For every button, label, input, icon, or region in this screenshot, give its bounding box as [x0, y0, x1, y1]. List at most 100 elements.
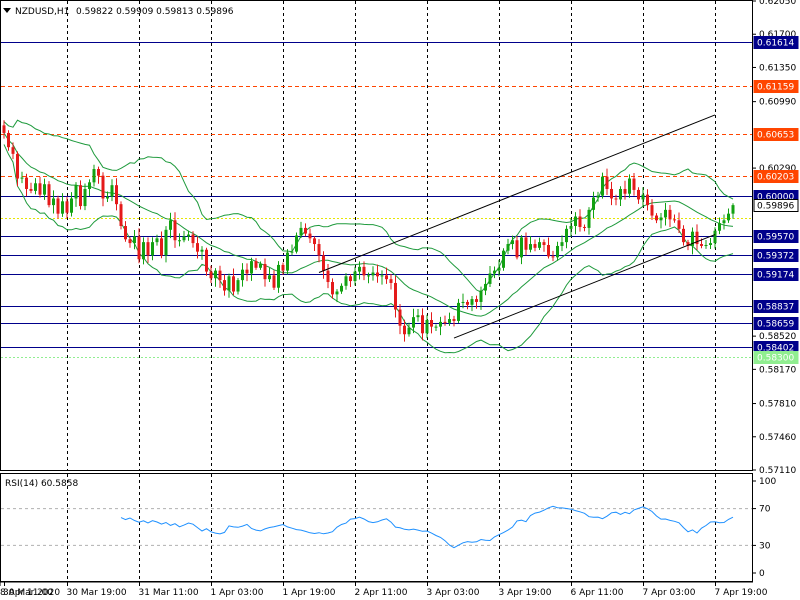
candle-body: [196, 243, 199, 252]
price-label-text: 0.58300: [757, 354, 794, 364]
candle-body: [695, 231, 699, 245]
candle-body: [425, 319, 429, 334]
candle-body: [124, 226, 127, 240]
candle-body: [430, 319, 433, 327]
price-tick-label: 0.57460: [759, 433, 796, 443]
price-label-box: [753, 300, 799, 313]
candle-body: [722, 220, 726, 224]
time-axis: 30 Mar 2020 30 Mar 19:00 31 Mar 11:00 1 Apr…: [0, 582, 768, 598]
bollinger-middle: [3, 132, 734, 317]
candle-body: [592, 197, 595, 210]
candle-body: [43, 184, 46, 195]
candle-body: [268, 275, 271, 280]
candle-body: [290, 251, 294, 253]
candle-body: [574, 216, 577, 227]
time-tick-label: 6 Apr 11:00: [571, 588, 624, 598]
candle-body: [596, 195, 600, 198]
candle-body: [16, 153, 19, 179]
candle-body: [205, 249, 208, 272]
collapse-triangle-icon[interactable]: [3, 8, 11, 13]
candle-body: [2, 125, 6, 133]
candle-body: [488, 273, 492, 284]
candle-body: [56, 198, 60, 214]
candle-body: [385, 275, 388, 280]
candle-body: [227, 276, 231, 291]
candle-body: [173, 220, 177, 241]
candle-body: [7, 132, 10, 148]
price-tick-label: 0.61700: [759, 30, 796, 40]
price-label-text: 0.59372: [757, 252, 794, 262]
candle-body: [731, 205, 735, 214]
candle-body: [497, 267, 501, 271]
candle-body: [520, 237, 523, 258]
candle-body: [232, 276, 235, 292]
candle-body: [376, 272, 379, 277]
candle-body: [313, 238, 316, 245]
price-label-box: [753, 170, 799, 183]
candle-body: [25, 177, 28, 189]
main-pane-frame: [0, 0, 753, 471]
candle-body: [133, 236, 136, 244]
rsi-tick-label: 100: [759, 477, 776, 487]
candle-body: [578, 216, 582, 227]
candle-body: [529, 244, 532, 250]
candle-body: [155, 238, 159, 243]
candle-body: [524, 237, 528, 250]
candle-body: [434, 326, 438, 328]
candle-body: [506, 244, 510, 251]
candle-body: [88, 182, 91, 189]
candle-body: [241, 269, 244, 281]
candle-body: [389, 279, 393, 283]
candle-body: [713, 230, 717, 244]
rsi-tick-label: 70: [759, 505, 771, 515]
candle-body: [61, 201, 64, 214]
candle-body: [281, 264, 285, 271]
symbol-label: NZDUSD,H1: [15, 7, 69, 17]
candle-body: [655, 215, 658, 221]
candle-body: [340, 285, 343, 292]
candle-body: [668, 209, 672, 220]
candle-body: [412, 317, 415, 328]
candle-body: [641, 194, 645, 200]
candle-body: [187, 234, 190, 237]
rsi-axis: 100 70 30 0: [752, 477, 776, 579]
price-tick-label: 0.57110: [759, 466, 796, 476]
time-tick-label: 7 Apr 19:00: [715, 588, 768, 598]
candle-body: [191, 234, 195, 244]
candle-body: [115, 185, 118, 205]
candle-body: [700, 244, 703, 246]
price-line-labels: 0.61614 0.61159 0.60653 0.60203 0.600000.598…: [753, 36, 799, 364]
candle-body: [137, 236, 141, 260]
candle-body: [317, 244, 321, 256]
candle-body: [79, 185, 82, 207]
candle-body: [709, 243, 712, 245]
candle-body: [259, 263, 262, 268]
time-tick-label: 2 Apr 11:00: [355, 588, 408, 598]
candle-body: [457, 302, 460, 321]
candle-body: [686, 242, 690, 246]
candle-body: [407, 327, 411, 335]
candle-body: [110, 185, 114, 197]
candle-body: [164, 229, 168, 256]
candle-body: [169, 220, 172, 230]
price-label-box: [753, 230, 799, 243]
candle-body: [547, 244, 550, 257]
candle-body: [380, 275, 384, 277]
price-label-text: 0.59570: [757, 233, 794, 243]
time-tick-label: 8 Apr 11:00: [0, 588, 53, 598]
time-tick-label: 1 Apr 03:00: [211, 588, 264, 598]
price-label-box: [753, 268, 799, 281]
candle-body: [461, 301, 465, 303]
candle-body: [358, 266, 361, 272]
candle-body: [47, 184, 51, 206]
candles: [2, 120, 735, 342]
candle-body: [664, 209, 667, 218]
candle-body: [601, 176, 604, 196]
candle-body: [691, 231, 694, 246]
price-label-box: [753, 80, 799, 93]
price-label-box: [753, 351, 799, 364]
candle-body: [322, 255, 325, 271]
price-label-text: 0.58837: [757, 303, 794, 313]
candle-body: [178, 240, 181, 242]
price-label-box: [753, 317, 799, 330]
